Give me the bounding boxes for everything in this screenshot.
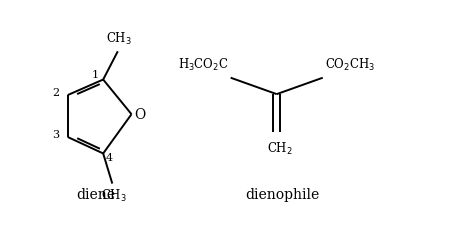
Text: diene: diene	[77, 188, 116, 202]
Text: O: O	[135, 108, 146, 122]
Text: 4: 4	[106, 153, 113, 163]
Text: CH$_2$: CH$_2$	[266, 141, 292, 157]
Text: 3: 3	[52, 130, 59, 140]
Text: 1: 1	[92, 70, 99, 80]
Text: 2: 2	[52, 88, 59, 98]
Text: CH$_3$: CH$_3$	[101, 188, 127, 204]
Text: CO$_2$CH$_3$: CO$_2$CH$_3$	[324, 57, 375, 73]
Text: dienophile: dienophile	[245, 188, 319, 202]
Text: H$_3$CO$_2$C: H$_3$CO$_2$C	[178, 57, 229, 73]
Text: CH$_3$: CH$_3$	[106, 31, 132, 47]
